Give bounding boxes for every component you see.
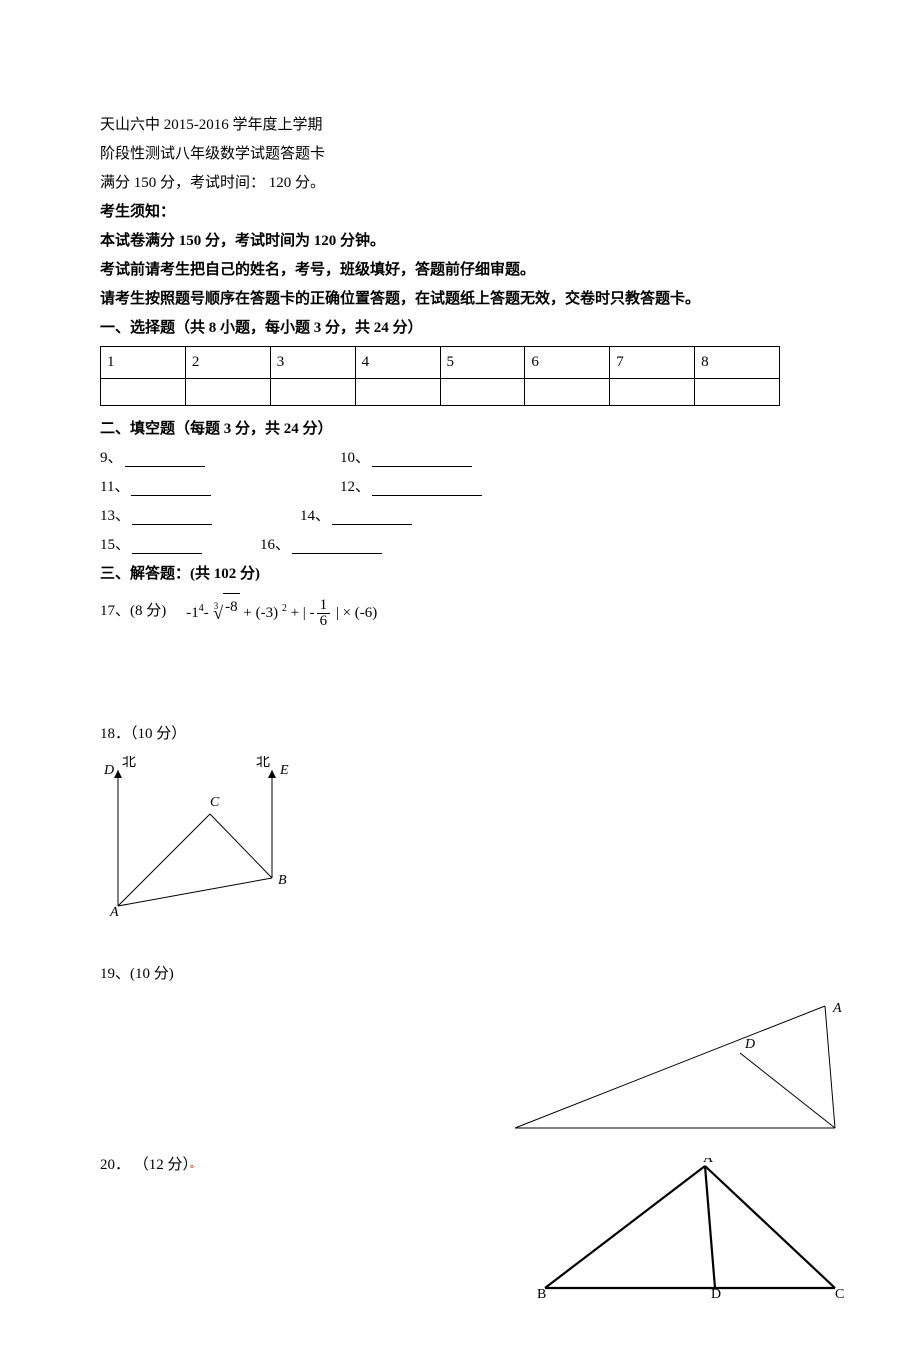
fill-row: 15、16、 [100, 532, 820, 559]
q20-label: 20． （12 分）。 [100, 1152, 200, 1179]
blank-line[interactable] [132, 537, 202, 554]
mc-table: 1 2 3 4 5 6 7 8 [100, 346, 780, 406]
expr-part: + | - [287, 605, 315, 621]
mc-header-row: 1 2 3 4 5 6 7 8 [101, 347, 780, 379]
notice-1: 本试卷满分 150 分，考试时间为 120 分钟。 [100, 228, 820, 255]
section1-title: 一、选择题（共 8 小题，每小题 3 分，共 24 分） [100, 315, 820, 342]
mc-col: 2 [185, 347, 270, 379]
score-time-line: 满分 150 分，考试时间： 120 分。 [100, 170, 820, 197]
svg-text:C: C [210, 795, 220, 810]
q18-diagram: 北 北 A B C D E [100, 756, 820, 931]
mc-col: 1 [101, 347, 186, 379]
mc-col: 6 [525, 347, 610, 379]
q19-diagram: AD [505, 998, 850, 1148]
mc-cell[interactable] [525, 379, 610, 406]
svg-text:A: A [703, 1158, 714, 1166]
mc-col: 7 [610, 347, 695, 379]
svg-text:D: D [103, 763, 114, 778]
mc-cell[interactable] [440, 379, 525, 406]
svg-text:C: C [835, 1287, 844, 1302]
blank-line[interactable] [131, 479, 211, 496]
fill-item: 11、 [100, 474, 340, 501]
blank-line[interactable] [125, 450, 205, 467]
mc-cell[interactable] [610, 379, 695, 406]
fill-item: 16、 [260, 532, 382, 559]
root-index: 3 [214, 598, 219, 614]
section2-title: 二、填空题（每题 3 分，共 24 分） [100, 416, 820, 443]
mc-cell[interactable] [101, 379, 186, 406]
q17: 17、(8 分) -14-3√-8 + (-3) 2 + | -16 | × (… [100, 594, 820, 629]
mc-col: 5 [440, 347, 525, 379]
svg-text:D: D [744, 1037, 755, 1052]
expr-part: | × (-6) [332, 605, 377, 621]
fill-row: 9、10、 [100, 445, 820, 472]
svg-text:D: D [711, 1287, 721, 1302]
fill-item: 13、 [100, 503, 300, 530]
q17-label: 17、(8 分) [100, 598, 166, 625]
fill-item: 10、 [340, 445, 472, 472]
fill-item: 14、 [300, 503, 412, 530]
section3-title: 三、解答题：(共 102 分) [100, 561, 820, 588]
svg-text:B: B [278, 873, 287, 888]
mc-cell[interactable] [695, 379, 780, 406]
frac-den: 6 [317, 614, 331, 629]
fill-item: 15、 [100, 532, 260, 559]
blank-line[interactable] [372, 450, 472, 467]
root-arg: -8 [223, 593, 240, 621]
mc-cell[interactable] [185, 379, 270, 406]
mc-col: 3 [270, 347, 355, 379]
cube-root: 3√-8 [209, 594, 240, 622]
subtitle-line: 阶段性测试八年级数学试题答题卡 [100, 141, 820, 168]
expr-part: + (-3) [240, 605, 282, 621]
svg-text:A: A [832, 1001, 842, 1016]
fraction: 16 [317, 598, 331, 629]
q18-label: 18．（10 分） [100, 721, 820, 748]
mc-cell[interactable] [355, 379, 440, 406]
frac-num: 1 [317, 598, 331, 614]
blank-line[interactable] [132, 508, 212, 525]
fill-row: 13、14、 [100, 503, 820, 530]
svg-text:北: 北 [256, 756, 270, 770]
fill-row: 11、12、 [100, 474, 820, 501]
fill-item: 9、 [100, 445, 340, 472]
q20-diagram: A B C D [535, 1158, 850, 1318]
mc-col: 4 [355, 347, 440, 379]
fill-item: 12、 [340, 474, 482, 501]
notice-3: 请考生按照题号顺序在答题卡的正确位置答题，在试题纸上答题无效，交卷时只教答题卡。 [100, 286, 820, 313]
blank-line[interactable] [372, 479, 482, 496]
blank-line[interactable] [292, 537, 382, 554]
svg-text:A: A [109, 905, 119, 920]
svg-text:E: E [279, 763, 289, 778]
blank-line[interactable] [332, 508, 412, 525]
svg-text:B: B [537, 1287, 546, 1302]
expr-part: -1 [186, 605, 199, 621]
mc-cell[interactable] [270, 379, 355, 406]
school-line: 天山六中 2015-2016 学年度上学期 [100, 112, 820, 139]
q20-label-text: 20． （12 分） [100, 1157, 190, 1173]
mc-answer-row [101, 379, 780, 406]
notice-2: 考试前请考生把自己的姓名，考号，班级填好，答题前仔细审题。 [100, 257, 820, 284]
q19-label: 19、(10 分) [100, 961, 820, 988]
q17-expr: -14-3√-8 + (-3) 2 + | -16 | × (-6) [186, 594, 377, 629]
mc-col: 8 [695, 347, 780, 379]
exam-page: 天山六中 2015-2016 学年度上学期 阶段性测试八年级数学试题答题卡 满分… [0, 0, 920, 1366]
notice-title: 考生须知： [100, 199, 820, 226]
red-dot-icon: 。 [190, 1159, 200, 1170]
svg-text:北: 北 [122, 756, 136, 770]
fill-blank-rows: 9、10、11、12、13、14、15、16、 [100, 445, 820, 559]
